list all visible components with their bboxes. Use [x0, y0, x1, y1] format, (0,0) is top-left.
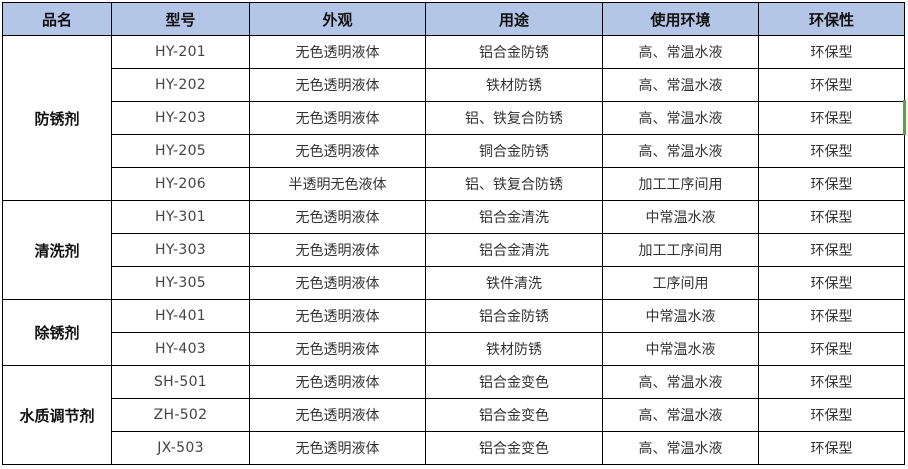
table-row: JX-503 无色透明液体 铝合金变色 高、常温水液 环保型	[3, 431, 905, 465]
model-cell: SH-501	[111, 365, 250, 399]
header-environment: 使用环境	[602, 2, 759, 36]
model-cell: ZH-502	[111, 398, 250, 432]
table-row: HY-202 无色透明液体 铁材防锈 高、常温水液 环保型	[3, 68, 905, 102]
use-cell: 铝合金防锈	[425, 35, 603, 69]
header-use: 用途	[425, 2, 603, 36]
category-cell: 水质调节剂	[2, 365, 112, 465]
appearance-cell: 无色透明液体	[249, 35, 426, 69]
appearance-cell: 无色透明液体	[249, 299, 426, 333]
environment-cell: 中常温水液	[602, 200, 759, 234]
appearance-cell: 无色透明液体	[249, 431, 426, 465]
eco-cell: 环保型	[758, 134, 905, 168]
eco-cell: 环保型	[758, 431, 905, 465]
eco-cell: 环保型	[758, 200, 905, 234]
appearance-cell: 无色透明液体	[249, 68, 426, 102]
cell-selection-marker	[903, 100, 906, 135]
use-cell: 铝、铁复合防锈	[425, 167, 603, 201]
eco-cell: 环保型	[758, 35, 905, 69]
environment-cell: 加工工序间用	[602, 167, 759, 201]
category-cell: 防锈剂	[2, 35, 112, 201]
header-name: 品名	[2, 2, 112, 36]
use-cell: 铝合金变色	[425, 365, 603, 399]
environment-cell: 高、常温水液	[602, 365, 759, 399]
environment-cell: 高、常温水液	[602, 431, 759, 465]
model-cell: HY-303	[111, 233, 250, 267]
use-cell: 铁材防锈	[425, 332, 603, 366]
table-row: HY-203 无色透明液体 铝、铁复合防锈 高、常温水液 环保型	[3, 101, 905, 135]
table-row: 防锈剂 HY-201 无色透明液体 铝合金防锈 高、常温水液 环保型	[2, 35, 905, 201]
table-row: HY-303 无色透明液体 铝合金清洗 加工工序间用 环保型	[3, 233, 905, 267]
model-cell: HY-305	[111, 266, 250, 300]
eco-cell: 环保型	[758, 398, 905, 432]
eco-cell: 环保型	[758, 299, 905, 333]
category-cell: 除锈剂	[2, 299, 112, 366]
use-cell: 铝合金变色	[425, 431, 603, 465]
use-cell: 铝、铁复合防锈	[425, 101, 603, 135]
table-row: 除锈剂 HY-401 无色透明液体 铝合金防锈 中常温水液 环保型	[2, 299, 905, 366]
model-cell: HY-203	[111, 101, 250, 135]
use-cell: 铝合金防锈	[425, 299, 603, 333]
environment-cell: 高、常温水液	[602, 134, 759, 168]
table-row: HY-205 无色透明液体 铜合金防锈 高、常温水液 环保型	[3, 134, 905, 168]
appearance-cell: 无色透明液体	[249, 200, 426, 234]
model-cell: HY-206	[111, 167, 250, 201]
appearance-cell: 无色透明液体	[249, 365, 426, 399]
eco-cell: 环保型	[758, 233, 905, 267]
table-row: HY-305 无色透明液体 铁件清洗 工序间用 环保型	[3, 266, 905, 300]
environment-cell: 加工工序间用	[602, 233, 759, 267]
eco-cell: 环保型	[758, 266, 905, 300]
environment-cell: 中常温水液	[602, 299, 759, 333]
header-row: 品名 型号 外观 用途 使用环境 环保性	[2, 2, 905, 36]
appearance-cell: 无色透明液体	[249, 266, 426, 300]
category-cell: 清洗剂	[2, 200, 112, 300]
environment-cell: 高、常温水液	[602, 68, 759, 102]
environment-cell: 高、常温水液	[602, 101, 759, 135]
eco-cell: 环保型	[758, 332, 905, 366]
use-cell: 铁材防锈	[425, 68, 603, 102]
use-cell: 铜合金防锈	[425, 134, 603, 168]
eco-cell: 环保型	[758, 68, 905, 102]
appearance-cell: 无色透明液体	[249, 134, 426, 168]
table-row: HY-403 无色透明液体 铁材防锈 中常温水液 环保型	[3, 332, 905, 366]
model-cell: HY-201	[111, 35, 250, 69]
model-cell: HY-202	[111, 68, 250, 102]
use-cell: 铝合金变色	[425, 398, 603, 432]
table-row: HY-206 半透明无色液体 铝、铁复合防锈 加工工序间用 环保型	[3, 167, 905, 201]
model-cell: JX-503	[111, 431, 250, 465]
table-row: ZH-502 无色透明液体 铝合金变色 高、常温水液 环保型	[3, 398, 905, 432]
table-row: 清洗剂 HY-301 无色透明液体 铝合金清洗 中常温水液 环保型	[2, 200, 905, 300]
appearance-cell: 无色透明液体	[249, 101, 426, 135]
header-appearance: 外观	[249, 2, 426, 36]
model-cell: HY-205	[111, 134, 250, 168]
use-cell: 铁件清洗	[425, 266, 603, 300]
eco-cell: 环保型	[758, 365, 905, 399]
use-cell: 铝合金清洗	[425, 200, 603, 234]
table-row: 水质调节剂 SH-501 无色透明液体 铝合金变色 高、常温水液 环保型	[2, 365, 905, 465]
environment-cell: 高、常温水液	[602, 35, 759, 69]
appearance-cell: 无色透明液体	[249, 233, 426, 267]
environment-cell: 高、常温水液	[602, 398, 759, 432]
eco-cell: 环保型	[758, 167, 905, 201]
model-cell: HY-401	[111, 299, 250, 333]
appearance-cell: 无色透明液体	[249, 398, 426, 432]
model-cell: HY-301	[111, 200, 250, 234]
use-cell: 铝合金清洗	[425, 233, 603, 267]
eco-cell: 环保型	[758, 101, 905, 135]
environment-cell: 工序间用	[602, 266, 759, 300]
model-cell: HY-403	[111, 332, 250, 366]
appearance-cell: 无色透明液体	[249, 332, 426, 366]
environment-cell: 中常温水液	[602, 332, 759, 366]
header-model: 型号	[111, 2, 250, 36]
header-eco: 环保性	[758, 2, 905, 36]
appearance-cell: 半透明无色液体	[249, 167, 426, 201]
